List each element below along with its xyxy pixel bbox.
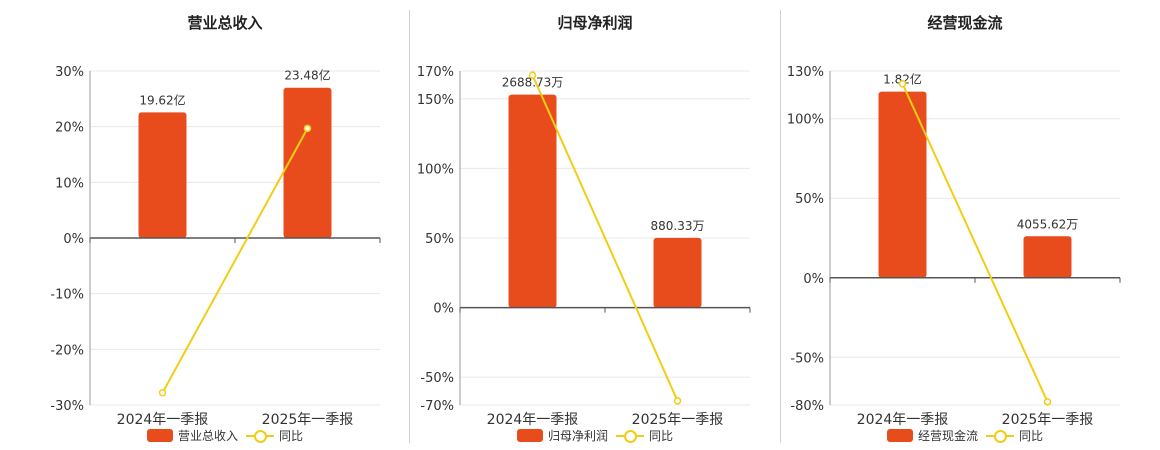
chart-legend: 归母净利润 同比 [410,427,780,444]
series-line [901,83,1049,403]
legend-line-label: 同比 [1019,429,1044,443]
chart-title: 营业总收入 [187,14,263,32]
bar [653,237,702,308]
y-tick-label: -20% [50,343,84,358]
bar-value-label: 23.48亿 [284,68,330,83]
y-tick-label: -50% [420,371,454,386]
y-tick-label: -30% [50,399,84,414]
legend-item-line[interactable]: 同比 [616,427,673,444]
revenue-chart: 30% 20% 10% 0% -10% -20% -30% 19.62亿 23.48亿 2024年… [50,65,381,428]
legend-item-bar[interactable]: 归母净利润 [516,427,608,444]
series-line [161,127,309,394]
legend-bar-swatch [516,429,543,442]
y-tick-label: 0% [803,272,824,287]
net-profit-chart-panel: 归母净利润 170% 150% 100% 50% 0% -50% -70% 2688.73万 8… [410,0,780,450]
line-point [158,389,167,397]
legend-item-line[interactable]: 同比 [986,427,1043,444]
line-point [1043,398,1052,406]
legend-bar-label: 营业总收入 [177,429,238,443]
y-tick-label: 30% [55,65,84,80]
legend-line-marker-icon [616,429,644,443]
y-tick-label: 150% [417,93,454,108]
legend-bar-label: 经营现金流 [917,429,978,443]
legend-line-label: 同比 [649,429,674,443]
bar-value-label: 19.62亿 [139,92,185,107]
x-tick-label: 2025年一季报 [262,412,354,428]
bar-value-label: 880.33万 [651,219,705,233]
legend-line-marker-icon [986,429,1014,443]
operating-cashflow-chart: 130% 100% 50% 0% -50% -80% 1.82亿 4055.62万 2024年一… [787,65,1121,428]
y-tick-label: -10% [50,288,84,303]
bar [1023,236,1072,278]
line-point [303,124,312,133]
chart-legend: 营业总收入 同比 [40,427,410,444]
bar-value-label: 4055.62万 [1017,217,1079,231]
legend-bar-swatch [146,429,173,442]
bar [508,94,557,308]
net-profit-chart: 170% 150% 100% 50% 0% -50% -70% 2688.73万 880.33万… [417,65,751,428]
y-tick-label: 130% [787,65,824,80]
y-tick-label: 50% [795,192,824,207]
y-tick-label: -70% [420,399,454,414]
x-tick-label: 2024年一季报 [487,412,579,428]
legend-bar-label: 归母净利润 [547,429,608,443]
y-tick-label: -50% [790,351,824,366]
chart-title: 经营现金流 [927,14,1003,32]
y-tick-label: 0% [433,302,454,317]
series-line [531,74,679,402]
y-tick-label: 100% [417,162,454,177]
legend-line-marker-icon [246,429,274,443]
y-tick-label: 20% [55,121,84,136]
bar [283,87,332,238]
bar [138,112,187,238]
x-tick-label: 2024年一季报 [117,412,209,428]
chart-title: 归母净利润 [557,14,633,32]
x-tick-label: 2025年一季报 [1002,412,1094,428]
y-tick-label: 100% [787,113,824,128]
x-tick-label: 2025年一季报 [632,412,724,428]
revenue-chart-panel: 营业总收入 30% 20% 10% 0% -10% -20% -30% 19.62亿 23.48… [40,0,410,450]
y-tick-label: 170% [417,65,454,80]
line-point [528,71,537,79]
legend-item-bar[interactable]: 营业总收入 [146,427,238,444]
panel-divider [409,10,410,443]
legend-line-label: 同比 [279,429,304,443]
legend-item-bar[interactable]: 经营现金流 [886,427,978,444]
line-point [898,79,907,88]
y-tick-label: 0% [63,232,84,247]
line-point [673,397,682,405]
y-tick-label: 50% [425,232,454,247]
y-tick-label: -80% [790,399,824,414]
y-tick-label: 10% [55,176,84,191]
operating-cashflow-chart-panel: 经营现金流 130% 100% 50% 0% -50% -80% 1.82亿 4055.62万… [780,0,1150,450]
x-tick-label: 2024年一季报 [857,412,949,428]
chart-legend: 经营现金流 同比 [780,427,1150,444]
panel-divider [780,10,781,443]
legend-bar-swatch [886,429,913,442]
bar [878,91,927,278]
legend-item-line[interactable]: 同比 [246,427,303,444]
bar-value-label: 1.82亿 [883,72,922,87]
bar-value-label: 2688.73万 [502,76,564,90]
